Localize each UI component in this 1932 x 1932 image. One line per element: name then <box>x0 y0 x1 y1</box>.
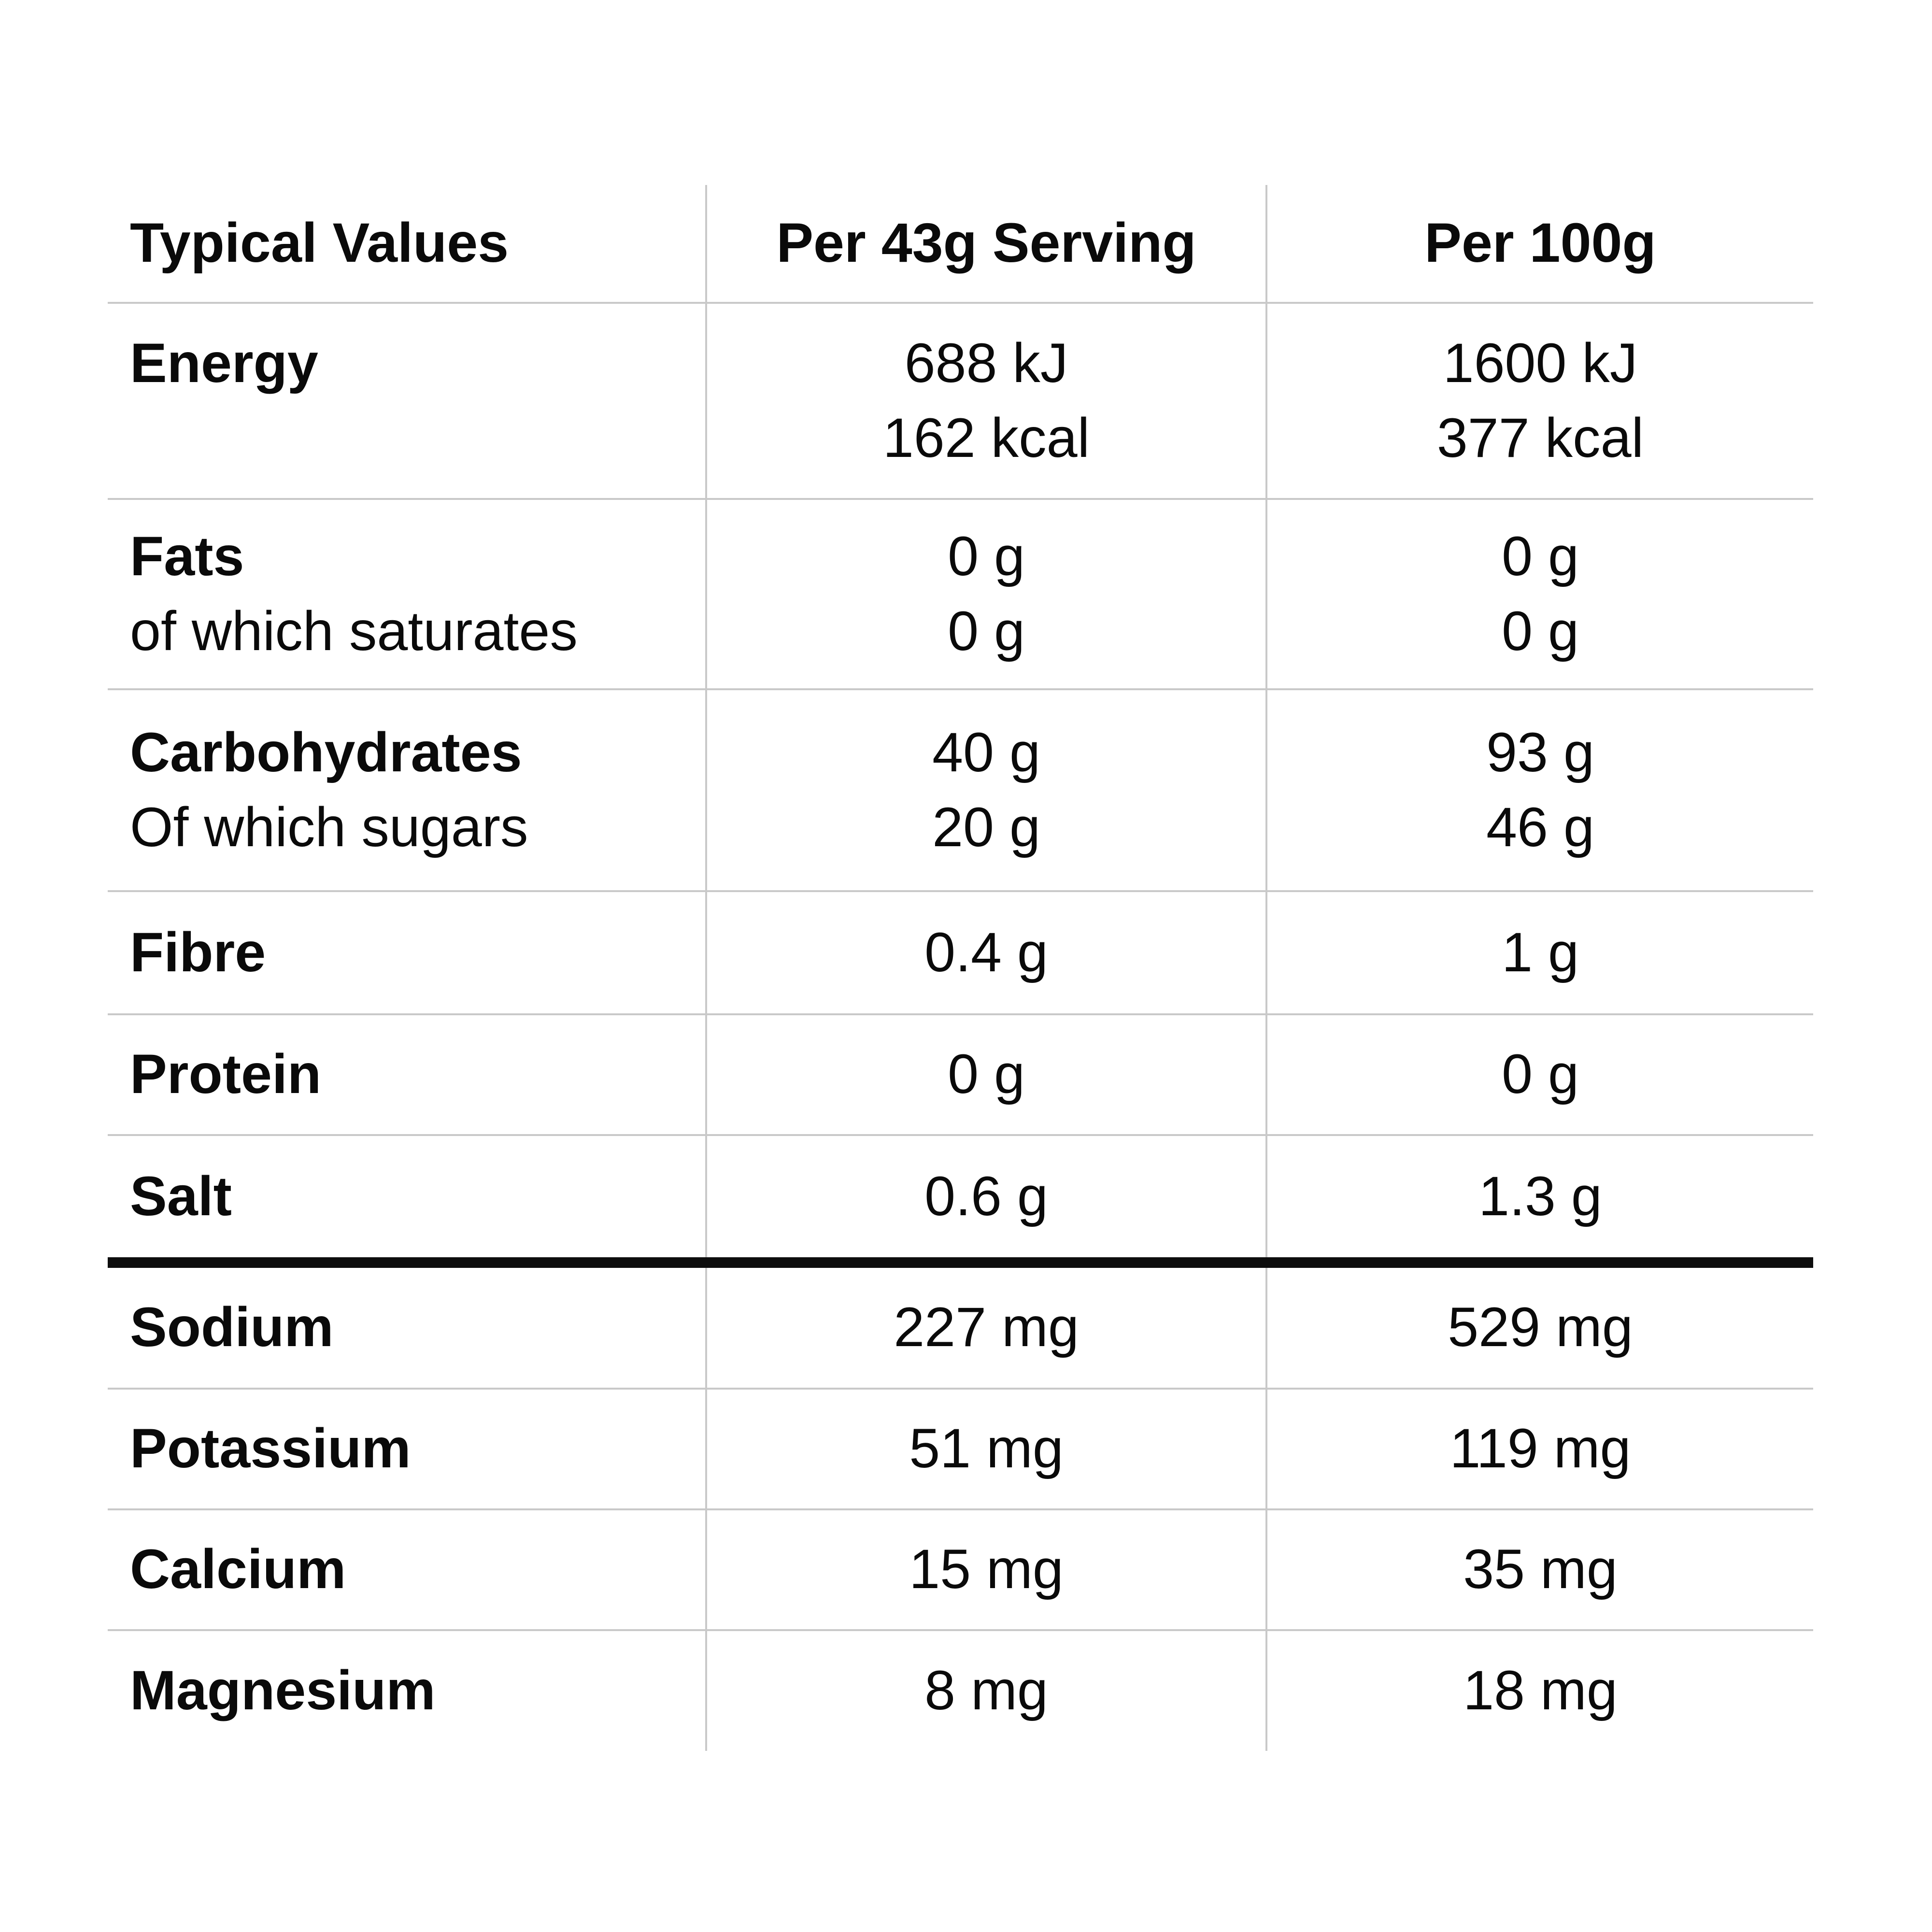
row-label: Energy <box>130 332 318 394</box>
row-energy-label-cell: Energy <box>108 304 705 498</box>
row-magnesium: Magnesium 8 mg 18 mg <box>108 1629 1813 1751</box>
value-kcal: 162 kcal <box>882 407 1090 469</box>
row-fats: Fats of which saturates 0 g 0 g 0 g 0 g <box>108 498 1813 688</box>
row-carbohydrates-per-100g: 93 g 46 g <box>1265 690 1813 890</box>
value: 1 g <box>1502 921 1579 983</box>
row-calcium-per-100g: 35 mg <box>1265 1510 1813 1629</box>
row-magnesium-per-serving: 8 mg <box>705 1631 1265 1751</box>
sub-value: 20 g <box>932 796 1040 858</box>
row-calcium-per-serving: 15 mg <box>705 1510 1265 1629</box>
row-fibre-per-100g: 1 g <box>1265 892 1813 1013</box>
row-salt: Salt 0.6 g 1.3 g <box>108 1134 1813 1257</box>
row-sodium: Sodium 227 mg 529 mg <box>108 1257 1813 1388</box>
value: 8 mg <box>924 1660 1048 1722</box>
row-salt-per-serving: 0.6 g <box>705 1136 1265 1257</box>
value: 0 g <box>948 525 1025 587</box>
row-label: Magnesium <box>130 1660 436 1722</box>
row-sodium-label-cell: Sodium <box>108 1268 705 1388</box>
col-header-per-100g: Per 100g <box>1265 185 1813 302</box>
row-sodium-per-100g: 529 mg <box>1265 1268 1813 1388</box>
row-label: Salt <box>130 1165 232 1227</box>
value-kj: 1600 kJ <box>1443 332 1638 394</box>
value-kj: 688 kJ <box>904 332 1068 394</box>
row-label: Protein <box>130 1043 322 1106</box>
value: 35 mg <box>1463 1538 1618 1601</box>
row-carbohydrates: Carbohydrates Of which sugars 40 g 20 g … <box>108 688 1813 890</box>
row-fibre-per-serving: 0.4 g <box>705 892 1265 1013</box>
value: 0 g <box>1502 525 1579 587</box>
value: 18 mg <box>1463 1660 1618 1722</box>
sub-value: 0 g <box>948 600 1025 662</box>
row-fats-per-serving: 0 g 0 g <box>705 500 1265 688</box>
row-salt-label-cell: Salt <box>108 1136 705 1257</box>
row-potassium-per-serving: 51 mg <box>705 1390 1265 1508</box>
row-energy: Energy 688 kJ 162 kcal 1600 kJ 377 kcal <box>108 302 1813 498</box>
value: 15 mg <box>909 1538 1064 1601</box>
row-potassium-label-cell: Potassium <box>108 1390 705 1508</box>
row-carbohydrates-per-serving: 40 g 20 g <box>705 690 1265 890</box>
value: 1.3 g <box>1478 1165 1602 1227</box>
row-sublabel: of which saturates <box>130 600 578 662</box>
row-protein-per-serving: 0 g <box>705 1015 1265 1134</box>
row-calcium: Calcium 15 mg 35 mg <box>108 1508 1813 1629</box>
row-energy-per-100g: 1600 kJ 377 kcal <box>1265 304 1813 498</box>
col-header-typical-values: Typical Values <box>130 212 509 274</box>
row-magnesium-per-100g: 18 mg <box>1265 1631 1813 1751</box>
row-potassium-per-100g: 119 mg <box>1265 1390 1813 1508</box>
col-header-per-serving: Per 43g Serving <box>705 185 1265 302</box>
sub-value: 46 g <box>1486 796 1594 858</box>
row-calcium-label-cell: Calcium <box>108 1510 705 1629</box>
row-protein-label-cell: Protein <box>108 1015 705 1134</box>
value: 40 g <box>932 721 1040 783</box>
sub-value: 0 g <box>1502 600 1579 662</box>
row-label: Potassium <box>130 1418 411 1480</box>
value: 119 mg <box>1449 1418 1631 1480</box>
value-kcal: 377 kcal <box>1436 407 1644 469</box>
row-energy-per-serving: 688 kJ 162 kcal <box>705 304 1265 498</box>
row-carbohydrates-label-cell: Carbohydrates Of which sugars <box>108 690 705 890</box>
row-magnesium-label-cell: Magnesium <box>108 1631 705 1751</box>
row-sublabel: Of which sugars <box>130 796 528 858</box>
value: 529 mg <box>1448 1296 1633 1359</box>
value: 0 g <box>948 1043 1025 1106</box>
row-protein: Protein 0 g 0 g <box>108 1013 1813 1134</box>
row-label: Fats <box>130 525 244 587</box>
value: 93 g <box>1486 721 1594 783</box>
row-label: Fibre <box>130 921 266 983</box>
nutrition-table: Typical Values Per 43g Serving Per 100g … <box>108 185 1813 1751</box>
row-salt-per-100g: 1.3 g <box>1265 1136 1813 1257</box>
value: 227 mg <box>894 1296 1079 1359</box>
value: 0 g <box>1502 1043 1579 1106</box>
row-potassium: Potassium 51 mg 119 mg <box>108 1388 1813 1508</box>
row-sodium-per-serving: 227 mg <box>705 1268 1265 1388</box>
row-fibre: Fibre 0.4 g 1 g <box>108 890 1813 1013</box>
row-protein-per-100g: 0 g <box>1265 1015 1813 1134</box>
value: 0.4 g <box>924 921 1048 983</box>
header-row: Typical Values Per 43g Serving Per 100g <box>108 185 1813 302</box>
value: 51 mg <box>909 1418 1064 1480</box>
row-fats-per-100g: 0 g 0 g <box>1265 500 1813 688</box>
row-fats-label-cell: Fats of which saturates <box>108 500 705 688</box>
row-label: Calcium <box>130 1538 346 1601</box>
row-fibre-label-cell: Fibre <box>108 892 705 1013</box>
row-label: Sodium <box>130 1296 334 1359</box>
row-label: Carbohydrates <box>130 721 522 783</box>
value: 0.6 g <box>924 1165 1048 1227</box>
